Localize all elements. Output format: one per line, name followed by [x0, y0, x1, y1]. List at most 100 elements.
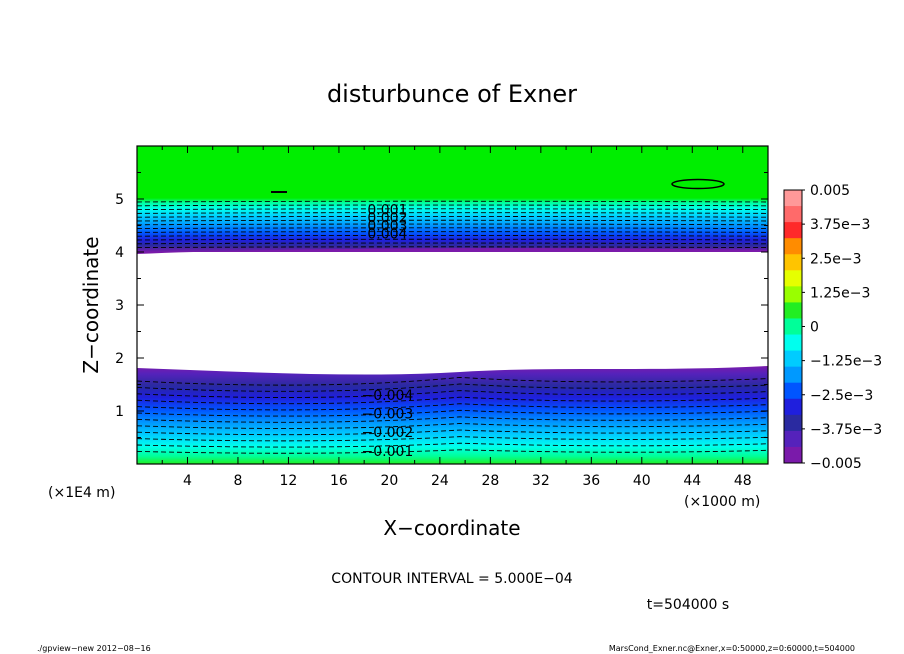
lower-contour-line [136, 396, 769, 405]
x-tick-label: 48 [734, 473, 752, 489]
contour-label: 0.004 [367, 226, 407, 242]
lower-contour-line [136, 449, 769, 454]
lower-contour-line [136, 416, 769, 423]
x-axis-label: X−coordinate [383, 516, 520, 540]
lower-contour-line [136, 436, 769, 442]
colorbar-segment [784, 190, 802, 207]
y-tick-label: 3 [115, 298, 124, 314]
y-tick-label: 2 [115, 351, 124, 367]
colorbar-segment [784, 270, 802, 287]
colorbar-segment [784, 382, 802, 400]
x-tick-label: 44 [683, 473, 701, 489]
upper-contour-line [136, 219, 769, 222]
contour-label: 0.001 [367, 203, 407, 219]
colorbar-segment [784, 318, 802, 336]
contour-label: −0.004 [361, 388, 413, 404]
top-green-field [137, 146, 768, 208]
colorbar-segment [784, 286, 802, 303]
lower-contour-line [136, 429, 769, 436]
upper-contour-line [136, 235, 769, 237]
lower-contour-line [136, 403, 769, 411]
colorbar-tick-label: 2.5e−3 [810, 251, 862, 267]
x-tick-label: 4 [183, 473, 192, 489]
contour-label: −0.001 [361, 444, 413, 460]
y-tick-label: 1 [115, 404, 124, 420]
colorbar-segment [784, 366, 802, 384]
upper-contour-line [136, 242, 769, 245]
x-tick-label: 20 [380, 473, 398, 489]
upper-contour-line [136, 212, 769, 214]
colorbar-segment [784, 446, 802, 464]
lower-contour-line [136, 423, 769, 429]
y-tick-labels: 1 2 3 4 5 [115, 192, 124, 420]
contour-label: −0.003 [361, 407, 413, 423]
lower-contour-line [136, 390, 769, 398]
x-tick-label: 40 [633, 473, 651, 489]
y-tick-label: 5 [115, 192, 124, 208]
axis-ticks [137, 146, 768, 464]
colorbar-segment [784, 302, 802, 319]
colorbar-labels: 0.005 3.75e−3 2.5e−3 1.25e−3 0 −1.25e−3 −2.5e−… [810, 183, 882, 472]
colorbar-tick-label: −2.5e−3 [810, 388, 873, 404]
upper-contour-line [136, 223, 769, 226]
colorbar-tick-label: 3.75e−3 [810, 217, 870, 233]
upper-contour-line [136, 216, 769, 218]
x-tick-label: 24 [431, 473, 449, 489]
middle-undefined-region [137, 252, 768, 366]
colorbar-segment [784, 414, 802, 432]
upper-contour-line [136, 204, 769, 207]
y-axis-label: Z−coordinate [79, 236, 103, 373]
lower-negative-band [137, 366, 768, 464]
x-tick-labels: 4 8 12 16 20 24 28 32 36 40 44 48 [183, 473, 752, 489]
upper-band-edge [137, 248, 768, 254]
upper-contour-line [136, 246, 769, 249]
upper-contour-line [136, 200, 769, 203]
contour-label: −0.002 [361, 425, 413, 441]
colorbar-segment [784, 334, 802, 352]
x-tick-label: 36 [582, 473, 600, 489]
y-tick-label: 4 [115, 245, 124, 261]
contour-lines [136, 200, 769, 454]
x-unit-label: (×1000 m) [684, 494, 760, 510]
small-contour-ellipse-right [671, 178, 725, 190]
colorbar-segment [784, 222, 802, 239]
x-tick-label: 28 [481, 473, 499, 489]
lower-contour-line [136, 442, 769, 448]
footer-right: MarsCond_Exner.nc@Exner,x=0:50000,z=0:60… [609, 644, 855, 653]
contour-label: 0.003 [367, 219, 407, 235]
chart-title: disturbunce of Exner [327, 80, 577, 108]
x-tick-label: 12 [280, 473, 298, 489]
colorbar [783, 189, 805, 464]
colorbar-segment [784, 398, 802, 416]
time-label: t=504000 s [647, 597, 729, 613]
footer-left: ./gpview−new 2012−08−16 [37, 644, 151, 653]
colorbar-segment [784, 350, 802, 368]
lower-contour-line [136, 376, 769, 386]
colorbar-segment [784, 206, 802, 223]
lower-contour-line [136, 409, 769, 417]
colorbar-tick-label: −0.005 [810, 456, 862, 472]
upper-negative-band [137, 198, 768, 252]
x-tick-label: 8 [233, 473, 242, 489]
lower-contour-line [136, 383, 769, 392]
x-tick-label: 32 [532, 473, 550, 489]
upper-contour-line [136, 227, 769, 230]
x-tick-label: 16 [330, 473, 348, 489]
colorbar-tick-label: 0.005 [810, 183, 850, 199]
colorbar-segment [784, 430, 802, 448]
colorbar-tick-label: 1.25e−3 [810, 285, 870, 301]
upper-contour-line [136, 208, 769, 211]
y-unit-label: (×1E4 m) [48, 485, 115, 501]
colorbar-segment [784, 238, 802, 255]
contour-label: 0.002 [367, 211, 407, 227]
upper-contour-line [136, 231, 769, 233]
colorbar-tick-label: −1.25e−3 [810, 354, 882, 370]
colorbar-tick-label: 0 [810, 320, 819, 336]
upper-contour-line [136, 238, 769, 241]
colorbar-tick-label: −3.75e−3 [810, 422, 882, 438]
colorbar-segment [784, 254, 802, 271]
contour-interval-label: CONTOUR INTERVAL = 5.000E−04 [331, 571, 572, 587]
